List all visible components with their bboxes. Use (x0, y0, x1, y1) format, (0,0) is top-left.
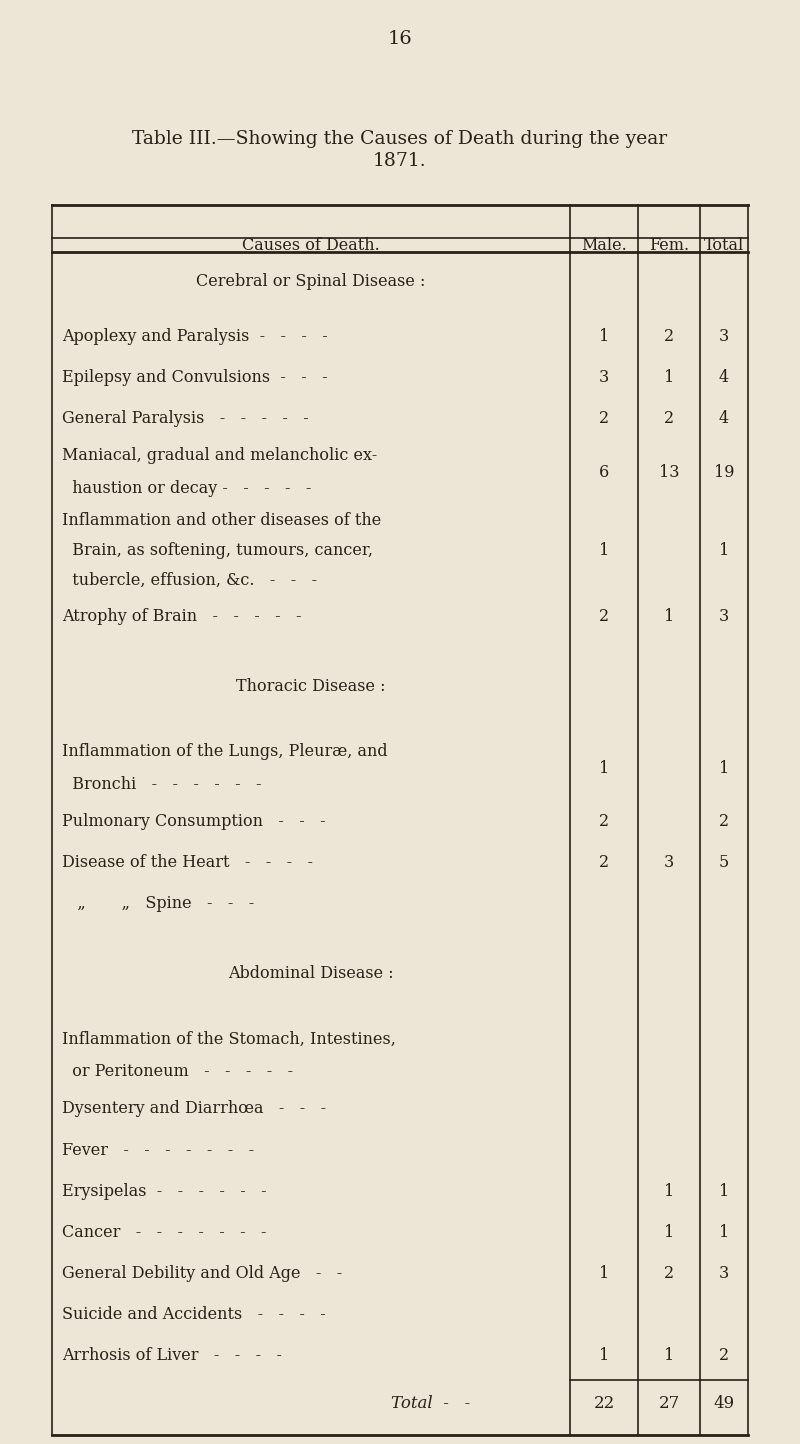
Text: Atrophy of Brain   -   -   -   -   -: Atrophy of Brain - - - - - (62, 608, 302, 625)
Text: 1: 1 (719, 542, 729, 559)
Text: 3: 3 (719, 328, 729, 345)
Text: 1: 1 (599, 328, 609, 345)
Text: 1: 1 (599, 542, 609, 559)
Text: Epilepsy and Convulsions  -   -   -: Epilepsy and Convulsions - - - (62, 370, 328, 386)
Text: 5: 5 (719, 855, 729, 871)
Text: 2: 2 (599, 855, 609, 871)
Text: 1871.: 1871. (373, 152, 427, 170)
Text: 1: 1 (719, 1183, 729, 1200)
Text: Disease of the Heart   -   -   -   -: Disease of the Heart - - - - (62, 855, 313, 871)
Text: 27: 27 (658, 1395, 680, 1412)
Text: Cancer   -   -   -   -   -   -   -: Cancer - - - - - - - (62, 1225, 266, 1240)
Text: 13: 13 (658, 464, 679, 481)
Text: 6: 6 (599, 464, 609, 481)
Text: 22: 22 (594, 1395, 614, 1412)
Text: 2: 2 (599, 813, 609, 830)
Text: 4: 4 (719, 370, 729, 386)
Text: Erysipelas  -   -   -   -   -   -: Erysipelas - - - - - - (62, 1183, 266, 1200)
Text: Inflammation of the Lungs, Pleuræ, and: Inflammation of the Lungs, Pleuræ, and (62, 744, 388, 760)
Text: „       „   Spine   -   -   -: „ „ Spine - - - (62, 895, 254, 913)
Text: 1: 1 (664, 1225, 674, 1240)
Text: 2: 2 (719, 1347, 729, 1365)
Text: Total: Total (704, 237, 744, 254)
Text: 1: 1 (664, 1183, 674, 1200)
Text: or Peritoneum   -   -   -   -   -: or Peritoneum - - - - - (62, 1063, 293, 1080)
Text: 2: 2 (599, 608, 609, 625)
Text: 1: 1 (599, 1265, 609, 1282)
Text: 16: 16 (388, 30, 412, 48)
Text: 1: 1 (664, 370, 674, 386)
Text: Maniacal, gradual and melancholic ex-: Maniacal, gradual and melancholic ex- (62, 448, 378, 464)
Text: 1: 1 (719, 1225, 729, 1240)
Text: Table III.—Showing the Causes of Death during the year: Table III.—Showing the Causes of Death d… (133, 130, 667, 147)
Text: Abdominal Disease :: Abdominal Disease : (228, 965, 394, 982)
Text: tubercle, effusion, &c.   -   -   -: tubercle, effusion, &c. - - - (62, 572, 317, 589)
Text: Inflammation of the Stomach, Intestines,: Inflammation of the Stomach, Intestines, (62, 1031, 396, 1047)
Text: Fever   -   -   -   -   -   -   -: Fever - - - - - - - (62, 1142, 254, 1158)
Text: 49: 49 (714, 1395, 734, 1412)
Text: Brain, as softening, tumours, cancer,: Brain, as softening, tumours, cancer, (62, 542, 373, 559)
Text: Apoplexy and Paralysis  -   -   -   -: Apoplexy and Paralysis - - - - (62, 328, 328, 345)
Text: General Paralysis   -   -   -   -   -: General Paralysis - - - - - (62, 410, 309, 427)
Text: Fem.: Fem. (649, 237, 689, 254)
Text: Dysentery and Diarrhœa   -   -   -: Dysentery and Diarrhœa - - - (62, 1100, 326, 1118)
Text: 2: 2 (664, 1265, 674, 1282)
Text: Total  -   -: Total - - (391, 1395, 470, 1412)
Text: Male.: Male. (581, 237, 627, 254)
Text: 3: 3 (599, 370, 609, 386)
Text: 1: 1 (664, 608, 674, 625)
Text: 1: 1 (599, 760, 609, 777)
Text: 3: 3 (664, 855, 674, 871)
Text: Pulmonary Consumption   -   -   -: Pulmonary Consumption - - - (62, 813, 326, 830)
Text: Cerebral or Spinal Disease :: Cerebral or Spinal Disease : (196, 273, 426, 290)
Text: 3: 3 (719, 608, 729, 625)
Text: haustion or decay -   -   -   -   -: haustion or decay - - - - - (62, 479, 311, 497)
Text: 1: 1 (599, 1347, 609, 1365)
Text: 3: 3 (719, 1265, 729, 1282)
Text: 2: 2 (599, 410, 609, 427)
Text: 2: 2 (719, 813, 729, 830)
Text: Causes of Death.: Causes of Death. (242, 237, 380, 254)
Text: General Debility and Old Age   -   -: General Debility and Old Age - - (62, 1265, 342, 1282)
Text: 1: 1 (664, 1347, 674, 1365)
Text: 2: 2 (664, 328, 674, 345)
Text: Thoracic Disease :: Thoracic Disease : (236, 677, 386, 695)
Text: Suicide and Accidents   -   -   -   -: Suicide and Accidents - - - - (62, 1307, 326, 1323)
Text: 4: 4 (719, 410, 729, 427)
Text: 19: 19 (714, 464, 734, 481)
Text: Arrhosis of Liver   -   -   -   -: Arrhosis of Liver - - - - (62, 1347, 282, 1365)
Text: 2: 2 (664, 410, 674, 427)
Text: Inflammation and other diseases of the: Inflammation and other diseases of the (62, 511, 382, 529)
Text: Bronchi   -   -   -   -   -   -: Bronchi - - - - - - (62, 775, 262, 793)
Text: 1: 1 (719, 760, 729, 777)
